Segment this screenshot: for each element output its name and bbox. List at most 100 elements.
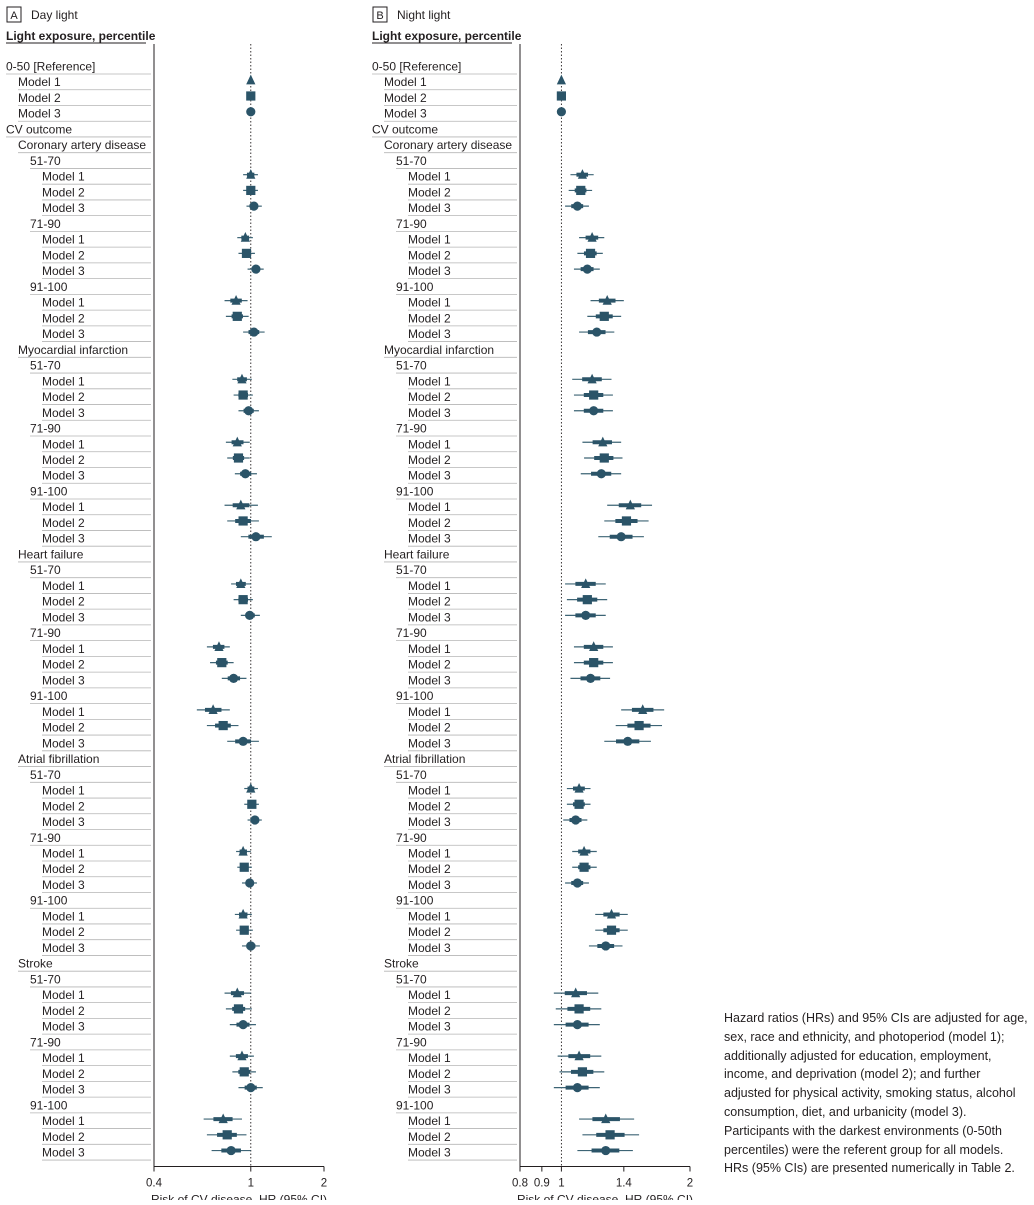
panel-b-row-label: 51-70 [396, 359, 427, 373]
panel-a-row-label: Model 3 [42, 406, 85, 420]
panel-b-triangle-marker [602, 295, 612, 305]
panel-b-row-label: Model 3 [408, 1146, 451, 1160]
panel-a-row-label: Model 2 [18, 91, 61, 105]
panel-b-triangle-marker [638, 704, 648, 714]
panel-b-circle-marker [572, 1083, 582, 1093]
panel-b-square-marker [621, 516, 632, 526]
panel-b-square-marker [599, 453, 609, 463]
panel-b-row-label: Stroke [384, 957, 419, 971]
panel-b-square-marker [577, 1067, 588, 1077]
panel-a-row-label: 71-90 [30, 217, 61, 231]
panel-b-triangle-marker [587, 232, 597, 242]
panel-b-circle-marker [592, 327, 602, 337]
panel-a-circle-marker [245, 878, 255, 888]
panel-a-circle-marker [238, 736, 248, 746]
panel-b-row-label: Model 3 [408, 1083, 451, 1097]
panel-b-x-tick-label: 1 [558, 1178, 564, 1190]
panel-b-triangle-marker [556, 74, 566, 85]
panel-b-circle-marker [585, 673, 596, 683]
panel-b-circle-marker [601, 941, 611, 951]
panel-a-triangle-marker [237, 1050, 247, 1061]
panel-b-row-label: Model 3 [408, 610, 451, 624]
panel-a-column-header: Light exposure, percentile [6, 29, 156, 43]
panel-a-x-tick-label: 2 [321, 1178, 327, 1190]
panel-a-square-marker [233, 453, 244, 463]
panel-a-circle-marker [245, 610, 255, 621]
panel-a-row-label: Model 2 [42, 1130, 85, 1144]
panel-b-triangle-marker [579, 845, 589, 856]
panel-a-row-label: 71-90 [30, 1035, 61, 1049]
panel-b-square-marker [589, 658, 599, 668]
panel-a-triangle-marker [214, 641, 224, 651]
panel-a-square-marker [246, 185, 256, 196]
panel-b-row-label: Model 3 [408, 815, 451, 829]
panel-b-row-label: 91-100 [396, 894, 434, 908]
panel-a-circle-marker [249, 327, 259, 337]
panel-b-row-label: Model 2 [384, 91, 427, 105]
panel-a-row-label: Heart failure [18, 547, 84, 561]
panel-a-letter-box [6, 6, 22, 23]
panel-b-row-label: Model 3 [408, 201, 451, 215]
panel-b-circle-marker [572, 1020, 582, 1030]
panel-b-row-label: CV outcome [372, 122, 438, 136]
panel-b-row-label: Model 1 [408, 1114, 451, 1128]
panel-b-row-label: Model 2 [408, 516, 451, 530]
panel-b-square-marker [589, 390, 599, 400]
panel-b-row-label: Model 3 [408, 406, 451, 420]
panel-b-x-axis-title: Risk of CV disease, HR (95% CI) [517, 1193, 693, 1200]
panel-b-row-label: Heart failure [384, 547, 450, 561]
panel-b-row-label: Model 2 [408, 1004, 451, 1018]
panel-a-row-label: Model 1 [42, 437, 85, 451]
panel-b-triangle-marker [598, 436, 608, 447]
panel-b-row-label: Model 1 [408, 642, 451, 656]
panel-a-triangle-marker [218, 1113, 228, 1124]
panel-a-row-label: Model 3 [42, 610, 85, 624]
panel-b-circle-marker [623, 736, 633, 746]
panel-a-row-label: Model 1 [42, 988, 85, 1002]
panel-b-square-marker [599, 311, 609, 321]
panel-b-square-marker [606, 925, 617, 935]
panel-a-circle-marker [251, 264, 261, 274]
panel-a-row-label: 91-100 [30, 1098, 68, 1112]
panel-b-triangle-marker [574, 1050, 584, 1061]
panel-a-square-marker [218, 720, 228, 731]
panel-a-circle-marker [250, 815, 260, 825]
panel-a-row-label: 51-70 [30, 154, 61, 168]
panel-b-row-label: Model 1 [408, 500, 451, 514]
panel-a-row-label: Model 3 [42, 878, 85, 892]
panel-b-row-label: 51-70 [396, 972, 427, 986]
panel-b-row-label: Model 1 [408, 374, 451, 388]
panel-b-row-label: Coronary artery disease [384, 138, 512, 152]
panel-b-circle-marker [572, 201, 582, 211]
panel-b-row-label: 71-90 [396, 1035, 427, 1049]
panel-a-triangle-marker [240, 232, 250, 242]
panel-b-row-label: 51-70 [396, 154, 427, 168]
panel-b-square-marker [579, 862, 589, 872]
panel-a-x-tick-label: 1 [248, 1178, 254, 1190]
panel-b-triangle-marker [606, 908, 617, 919]
panel-b-row-label: Model 1 [408, 233, 451, 247]
panel-a-triangle-marker [238, 908, 248, 919]
panel-a-square-marker [247, 799, 257, 809]
panel-a-row-label: Model 3 [42, 327, 85, 341]
panel-b-row-label: Model 2 [408, 658, 451, 672]
panel-b-row-label: Myocardial infarction [384, 343, 494, 357]
panel-b-circle-marker [601, 1145, 611, 1156]
panel-a-row-label: Model 2 [42, 390, 85, 404]
panel-a-row-label: 91-100 [30, 689, 68, 703]
panel-a-letter: A [10, 10, 18, 22]
panel-b-triangle-marker [581, 578, 591, 589]
panel-b-row-label: Model 2 [408, 799, 451, 813]
panel-b-letter: B [376, 10, 383, 22]
panel-b-x-tick-label: 2 [687, 1178, 693, 1190]
panel-a-row-label: Model 3 [42, 532, 85, 546]
panel-a-row-label: Atrial fibrillation [18, 752, 99, 766]
panel-b-row-label: 91-100 [396, 1098, 434, 1112]
panel-b-circle-marker [581, 610, 591, 621]
panel-b-square-marker [634, 720, 644, 731]
panel-b-letter-box [372, 6, 388, 23]
panel-b-row-label: Model 1 [408, 847, 451, 861]
panel-b-circle-marker [572, 878, 582, 888]
panel-a-row-label: 91-100 [30, 894, 68, 908]
